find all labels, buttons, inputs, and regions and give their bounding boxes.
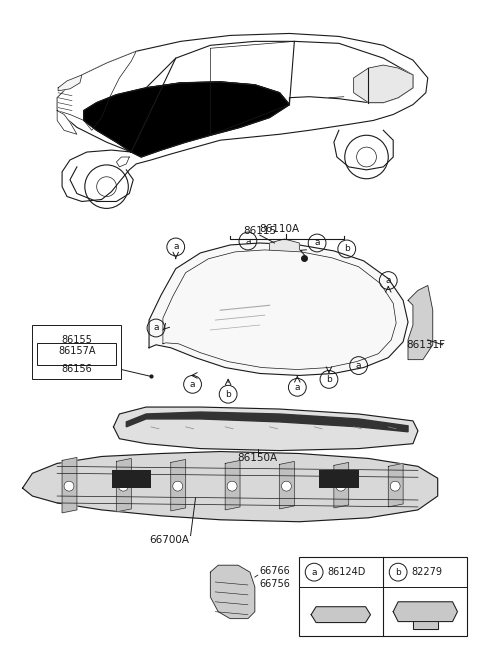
Text: a: a — [245, 237, 251, 245]
Polygon shape — [117, 157, 129, 167]
Text: 86131F: 86131F — [407, 340, 445, 350]
Text: 86157A: 86157A — [58, 346, 96, 356]
Polygon shape — [146, 41, 413, 104]
Polygon shape — [413, 622, 438, 630]
Text: b: b — [344, 245, 349, 253]
Text: 86156: 86156 — [61, 363, 92, 373]
Polygon shape — [408, 285, 433, 359]
Polygon shape — [311, 607, 371, 623]
Text: 66756: 66756 — [260, 579, 291, 589]
Polygon shape — [393, 602, 457, 622]
Text: b: b — [326, 375, 332, 384]
Polygon shape — [117, 459, 131, 512]
Polygon shape — [23, 451, 438, 522]
Polygon shape — [113, 407, 418, 451]
Polygon shape — [270, 239, 300, 250]
Text: a: a — [153, 323, 159, 333]
Polygon shape — [84, 82, 289, 157]
Text: 66766: 66766 — [260, 566, 290, 576]
Circle shape — [173, 482, 183, 491]
Text: b: b — [225, 390, 231, 399]
Polygon shape — [210, 565, 255, 619]
Text: 86155: 86155 — [61, 335, 92, 345]
Text: a: a — [190, 380, 195, 389]
Circle shape — [281, 482, 291, 491]
Polygon shape — [58, 75, 82, 91]
Polygon shape — [354, 65, 413, 102]
Circle shape — [227, 482, 237, 491]
Polygon shape — [57, 51, 136, 131]
Text: a: a — [295, 383, 300, 392]
Circle shape — [336, 482, 346, 491]
Text: b: b — [395, 567, 401, 577]
Text: a: a — [356, 361, 361, 370]
Polygon shape — [149, 243, 408, 375]
Polygon shape — [171, 459, 186, 511]
Text: a: a — [314, 239, 320, 247]
Bar — [33, 325, 121, 379]
Circle shape — [390, 482, 400, 491]
Text: a: a — [385, 276, 391, 285]
Text: 86110A: 86110A — [260, 224, 300, 234]
Bar — [37, 343, 117, 365]
Polygon shape — [57, 33, 428, 201]
Text: 86115: 86115 — [243, 226, 276, 236]
Circle shape — [64, 482, 74, 491]
Text: 82279: 82279 — [411, 567, 442, 577]
Bar — [111, 470, 151, 488]
Text: 66700A: 66700A — [149, 535, 189, 544]
Polygon shape — [225, 461, 240, 510]
Text: a: a — [173, 243, 179, 251]
Polygon shape — [62, 457, 77, 513]
Text: 86124D: 86124D — [327, 567, 365, 577]
Polygon shape — [388, 463, 403, 507]
Polygon shape — [126, 412, 408, 432]
Polygon shape — [57, 111, 77, 134]
Polygon shape — [334, 462, 349, 508]
Text: 86150A: 86150A — [238, 453, 278, 464]
Circle shape — [119, 482, 128, 491]
Bar — [300, 558, 468, 636]
Polygon shape — [279, 461, 294, 509]
Text: a: a — [312, 567, 317, 577]
Bar — [319, 470, 359, 488]
